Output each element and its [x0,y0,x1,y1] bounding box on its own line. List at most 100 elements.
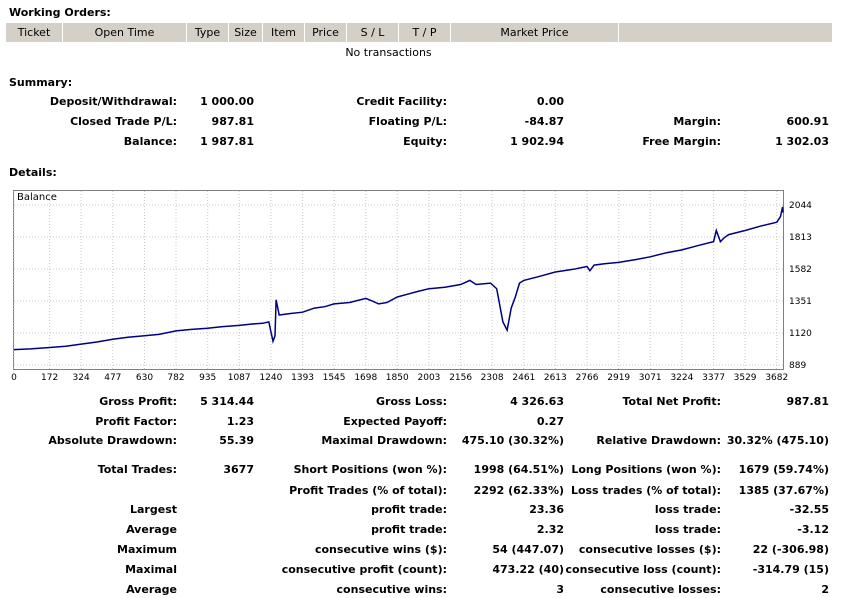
x-tick-label: 2613 [544,373,567,383]
x-tick-label: 1240 [259,373,282,383]
short-positions-label: Short Positions (won %): [293,463,447,476]
y-tick-label: 889 [789,361,806,371]
margin-value: 600.91 [786,115,829,128]
deposit-label: Deposit/Withdrawal: [49,95,177,108]
margin-label: Margin: [673,115,721,128]
largest-label: Largest [130,503,177,516]
summary-title: Summary: [9,76,73,89]
gross-loss-value: 4 326.63 [510,395,564,408]
total-net-profit-label: Total Net Profit: [622,395,722,408]
balance-value: 1 987.81 [200,135,254,148]
average-consecutive-losses-value: 2 [821,583,829,596]
largest-loss-value: -32.55 [789,503,829,516]
max-consecutive-losses-value: 22 (-306.98) [752,543,829,556]
gross-profit-value: 5 314.44 [200,395,254,408]
x-tick-label: 1393 [291,373,314,383]
balance-chart [13,190,784,370]
relative-drawdown-value: 30.32% (475.10) [726,434,829,447]
equity-label: Equity: [403,135,447,148]
average-consecutive-label: Average [126,583,177,596]
average-profit-label: profit trade: [371,523,447,536]
credit-label: Credit Facility: [356,95,447,108]
relative-drawdown-label: Relative Drawdown: [596,434,721,447]
x-tick-label: 1545 [323,373,346,383]
column-sl[interactable]: S / L [347,23,399,42]
free-margin-label: Free Margin: [642,135,721,148]
profit-factor-label: Profit Factor: [95,415,177,428]
average-consecutive-wins-value: 3 [556,583,564,596]
credit-value: 0.00 [536,95,564,108]
expected-payoff-label: Expected Payoff: [343,415,447,428]
gross-profit-label: Gross Profit: [99,395,177,408]
total-trades-label: Total Trades: [97,463,177,476]
average-label: Average [126,523,177,536]
x-tick-label: 1087 [228,373,251,383]
maximal-label: Maximal [125,563,177,576]
largest-loss-label: loss trade: [654,503,721,516]
y-tick-label: 2044 [789,201,812,211]
column-item[interactable]: Item [263,23,305,42]
absolute-drawdown-label: Absolute Drawdown: [48,434,177,447]
floating-pl-label: Floating P/L: [368,115,447,128]
closed-pl-value: 987.81 [211,115,254,128]
column-price[interactable]: Price [305,23,347,42]
x-tick-label: 935 [199,373,216,383]
profit-trades-label: Profit Trades (% of total): [289,484,447,497]
column-type[interactable]: Type [187,23,229,42]
long-positions-value: 1679 (59.74%) [738,463,829,476]
x-tick-label: 2156 [449,373,472,383]
x-tick-label: 3529 [734,373,757,383]
x-tick-label: 782 [167,373,184,383]
maximal-drawdown-label: Maximal Drawdown: [321,434,447,447]
column-tp[interactable]: T / P [399,23,451,42]
average-profit-value: 2.32 [536,523,564,536]
max-consecutive-losses-label: consecutive losses ($): [578,543,721,556]
y-tick-label: 1351 [789,297,812,307]
orders-table-header: Ticket Open Time Type Size Item Price S … [6,23,832,42]
x-tick-label: 3377 [702,373,725,383]
working-orders-title: Working Orders: [9,6,111,19]
x-tick-label: 2461 [512,373,535,383]
maximal-consecutive-profit-value: 473.22 (40) [492,563,564,576]
x-tick-label: 2766 [576,373,599,383]
x-tick-label: 630 [136,373,153,383]
profit-trades-value: 2292 (62.33%) [473,484,564,497]
total-net-profit-value: 987.81 [786,395,829,408]
loss-trades-label: Loss trades (% of total): [570,484,721,497]
maximal-consecutive-profit-label: consecutive profit (count): [281,563,447,576]
column-size[interactable]: Size [229,23,263,42]
maximal-consecutive-loss-value: -314.79 (15) [752,563,829,576]
column-market-price[interactable]: Market Price [451,23,619,42]
column-open-time[interactable]: Open Time [63,23,187,42]
x-tick-label: 3224 [670,373,693,383]
x-tick-label: 172 [41,373,58,383]
column-ticket[interactable]: Ticket [6,23,63,42]
x-tick-label: 3071 [639,373,662,383]
balance-label: Balance: [123,135,177,148]
max-consecutive-wins-label: consecutive wins ($): [314,543,447,556]
gross-loss-label: Gross Loss: [376,395,447,408]
long-positions-label: Long Positions (won %): [571,463,721,476]
x-tick-label: 2003 [418,373,441,383]
x-tick-label: 1698 [354,373,377,383]
x-tick-label: 3682 [765,373,788,383]
x-tick-label: 324 [73,373,90,383]
total-trades-value: 3677 [223,463,254,476]
x-tick-label: 477 [104,373,121,383]
expected-payoff-value: 0.27 [536,415,564,428]
maximal-consecutive-loss-label: consecutive loss (count): [565,563,721,576]
average-consecutive-wins-label: consecutive wins: [336,583,447,596]
x-tick-label: 0 [11,373,17,383]
y-tick-label: 1120 [789,329,812,339]
y-tick-label: 1813 [789,233,812,243]
closed-pl-label: Closed Trade P/L: [70,115,177,128]
chart-title: Balance [17,192,57,203]
short-positions-value: 1998 (64.51%) [473,463,564,476]
x-tick-label: 1850 [386,373,409,383]
no-transactions-text: No transactions [345,46,432,59]
largest-profit-label: profit trade: [371,503,447,516]
maximum-label: Maximum [117,543,177,556]
y-tick-label: 1582 [789,265,812,275]
deposit-value: 1 000.00 [200,95,254,108]
